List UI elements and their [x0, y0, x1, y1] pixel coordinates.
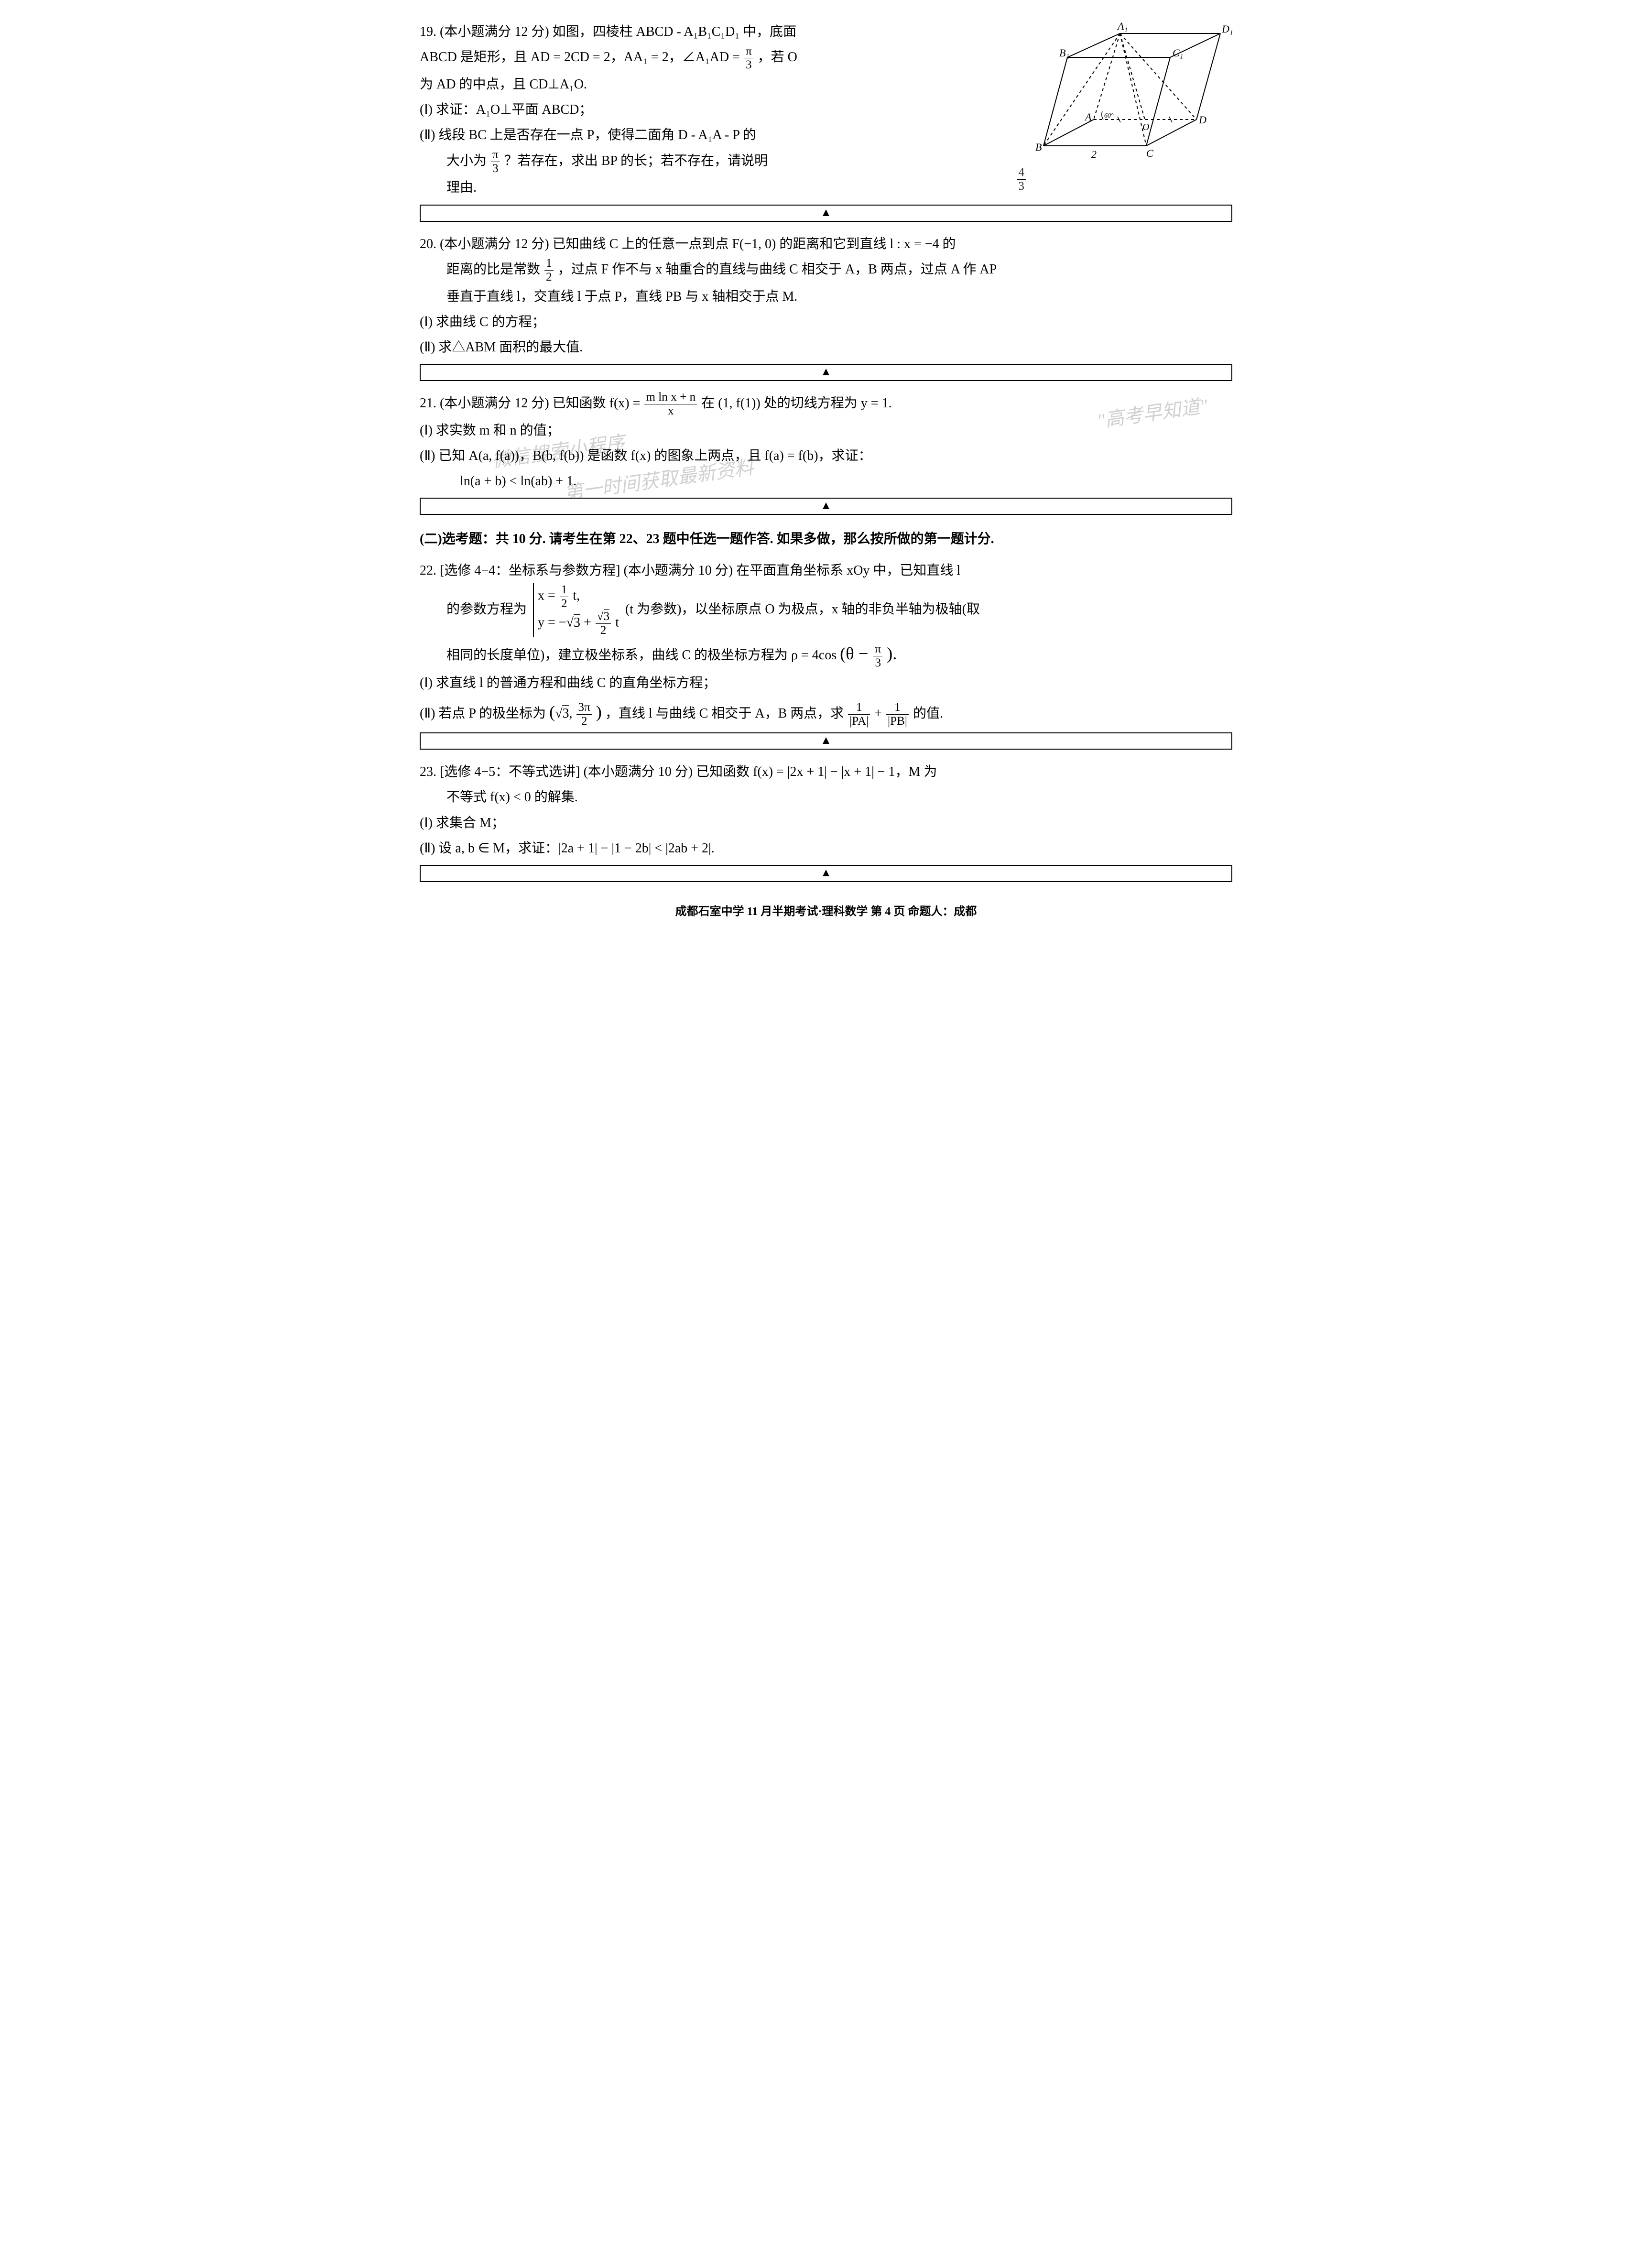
p22-part2a: (Ⅱ) 若点 P 的极坐标为	[420, 706, 546, 721]
p19-part1: (Ⅰ) 求证：A₁O⊥平面 ABCD；	[420, 102, 592, 117]
svg-text:C: C	[1146, 147, 1153, 159]
p23-prefix: [选修 4−5：不等式选讲]	[440, 764, 580, 779]
p23-l2: 不等式 f(x) < 0 的解集.	[446, 790, 578, 805]
p22-score: (本小题满分 10 分)	[623, 563, 733, 578]
p21-l1b: 在 (1, f(1)) 处的切线方程为 y = 1.	[701, 396, 891, 411]
problem-19-figure: A₁ D₁ B₁ C₁ A D B C O 60° 2	[1032, 19, 1232, 181]
p23-score: (本小题满分 10 分)	[583, 764, 693, 779]
section-2-header: (二)选考题：共 10 分. 请考生在第 22、23 题中任选一题作答. 如果多…	[420, 526, 1232, 552]
p19-l2-frac: π 3	[744, 45, 753, 72]
p20-score: (本小题满分 12 分)	[440, 237, 549, 251]
svg-text:60°: 60°	[1104, 112, 1114, 120]
svg-text:D₁: D₁	[1221, 23, 1232, 35]
problem-21-text: 21. (本小题满分 12 分) 已知函数 f(x) = m ln x + n …	[420, 391, 1232, 494]
p20-l2-frac: 1 2	[544, 257, 554, 283]
p19-p2-frac: π 3	[491, 148, 500, 175]
problem-20-text: 20. (本小题满分 12 分) 已知曲线 C 上的任意一点到点 F(−1, 0…	[420, 231, 1232, 360]
answer-bar-23	[420, 865, 1232, 882]
answer-bar-19	[420, 205, 1232, 222]
answer-bar-22	[420, 732, 1232, 750]
problem-23-text: 23. [选修 4−5：不等式选讲] (本小题满分 10 分) 已知函数 f(x…	[420, 759, 1232, 861]
p19-score: (本小题满分 12 分)	[440, 24, 549, 39]
p22-l1: 在平面直角坐标系 xOy 中，已知直线 l	[736, 563, 960, 578]
answer-bar-20	[420, 364, 1232, 381]
problem-21: "高考早知道" 微信搜索小程序 第一时间获取最新资料 21. (本小题满分 12…	[420, 391, 1232, 515]
page-footer: 成都石室中学 11 月半期考试·理科数学 第 4 页 命题人：成都	[420, 901, 1232, 923]
p20-part1: (Ⅰ) 求曲线 C 的方程；	[420, 315, 545, 329]
p19-l1: 如图，四棱柱 ABCD - A₁B₁C₁D₁ 中，底面	[553, 24, 796, 39]
p20-number: 20.	[420, 237, 436, 251]
p21-number: 21.	[420, 396, 436, 411]
problem-22: 22. [选修 4−4：坐标系与参数方程] (本小题满分 10 分) 在平面直角…	[420, 558, 1232, 750]
prism-diagram: A₁ D₁ B₁ C₁ A D B C O 60° 2	[1032, 19, 1232, 172]
problem-23: 23. [选修 4−5：不等式选讲] (本小题满分 10 分) 已知函数 f(x…	[420, 759, 1232, 882]
p20-part2: (Ⅱ) 求△ABM 面积的最大值.	[420, 340, 583, 355]
svg-text:D: D	[1198, 114, 1206, 126]
svg-text:C₁: C₁	[1173, 47, 1183, 59]
svg-text:2: 2	[1091, 148, 1097, 160]
p21-part2a: (Ⅱ) 已知 A(a, f(a))，B(b, f(b)) 是函数 f(x) 的图…	[420, 448, 872, 463]
svg-text:B₁: B₁	[1059, 47, 1069, 59]
p22-part1: (Ⅰ) 求直线 l 的普通方程和曲线 C 的直角坐标方程；	[420, 676, 716, 690]
problem-22-text: 22. [选修 4−4：坐标系与参数方程] (本小题满分 10 分) 在平面直角…	[420, 558, 1232, 729]
p19-l3: 为 AD 的中点，且 CD⊥A₁O.	[420, 77, 587, 92]
svg-text:A₁: A₁	[1117, 20, 1128, 32]
p20-l2a: 距离的比是常数	[446, 262, 543, 277]
p23-number: 23.	[420, 764, 436, 779]
p21-score: (本小题满分 12 分)	[440, 396, 549, 411]
p21-l1a: 已知函数 f(x) =	[553, 396, 644, 411]
p23-part2: (Ⅱ) 设 a, b ∈ M，求证：|2a + 1| − |1 − 2b| < …	[420, 841, 715, 856]
p22-l2b: (t 为参数)，以坐标原点 O 为极点，x 轴的非负半轴为极轴(取	[625, 602, 980, 617]
p19-handwrite: 4 3	[1016, 166, 1027, 193]
p21-frac: m ln x + n x	[644, 391, 697, 417]
p19-l2a: ABCD 是矩形，且 AD = 2CD = 2，AA₁ = 2，∠A₁AD =	[420, 50, 743, 65]
p21-part2b: ln(a + b) < ln(ab) + 1.	[460, 474, 576, 489]
p22-number: 22.	[420, 563, 436, 578]
p22-part2b: ，直线 l 与曲线 C 相交于 A，B 两点，求	[605, 706, 844, 721]
problem-20: 20. (本小题满分 12 分) 已知曲线 C 上的任意一点到点 F(−1, 0…	[420, 231, 1232, 381]
p20-l3: 垂直于直线 l，交直线 l 于点 P，直线 PB 与 x 轴相交于点 M.	[446, 289, 797, 304]
p21-part1: (Ⅰ) 求实数 m 和 n 的值；	[420, 423, 560, 438]
p22-prefix: [选修 4−4：坐标系与参数方程]	[440, 563, 620, 578]
p20-l1: 已知曲线 C 上的任意一点到点 F(−1, 0) 的距离和它到直线 l : x …	[553, 237, 956, 251]
p22-l2a: 的参数方程为	[446, 602, 527, 617]
p22-part2c: 的值.	[913, 706, 943, 721]
svg-text:B: B	[1035, 141, 1042, 153]
p19-l2b: ，若 O	[758, 50, 797, 65]
p22-l3a: 相同的长度单位)，建立极坐标系，曲线 C 的极坐标方程为 ρ = 4cos	[446, 648, 837, 663]
p19-part2b-b: ？若存在，求出 BP 的长；若不存在，请说明	[504, 153, 768, 168]
p22-eq-system: x = 12 t, y = −√3 + √32 t	[533, 583, 619, 637]
p19-part2c: 理由.	[446, 180, 477, 195]
p20-l2b: ，过点 F 作不与 x 轴重合的直线与曲线 C 相交于 A，B 两点，过点 A …	[558, 262, 997, 277]
svg-text:A: A	[1084, 111, 1092, 123]
p23-l1: 已知函数 f(x) = |2x + 1| − |x + 1| − 1，M 为	[696, 764, 937, 779]
exam-page: A₁ D₁ B₁ C₁ A D B C O 60° 2 19. (本小题满分 1…	[420, 19, 1232, 923]
p19-number: 19.	[420, 24, 436, 39]
problem-19: A₁ D₁ B₁ C₁ A D B C O 60° 2 19. (本小题满分 1…	[420, 19, 1232, 222]
p19-part2a: (Ⅱ) 线段 BC 上是否存在一点 P，使得二面角 D - A₁A - P 的	[420, 128, 756, 142]
p19-part2b-a: 大小为	[446, 153, 490, 168]
answer-bar-21	[420, 498, 1232, 515]
p23-part1: (Ⅰ) 求集合 M；	[420, 816, 505, 830]
svg-text:O: O	[1142, 122, 1149, 132]
